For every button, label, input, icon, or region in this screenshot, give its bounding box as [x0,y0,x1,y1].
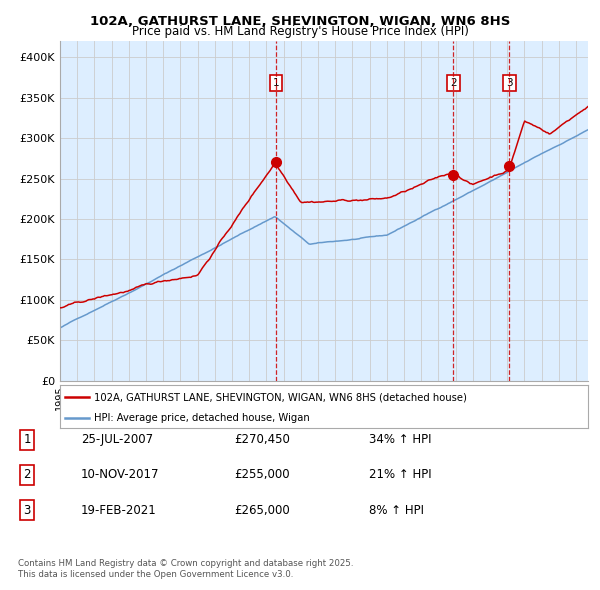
Text: Price paid vs. HM Land Registry's House Price Index (HPI): Price paid vs. HM Land Registry's House … [131,25,469,38]
Text: £265,000: £265,000 [234,504,290,517]
Text: 8% ↑ HPI: 8% ↑ HPI [369,504,424,517]
Text: 1: 1 [273,78,280,88]
Text: £270,450: £270,450 [234,433,290,446]
Text: 3: 3 [506,78,513,88]
Text: 10-NOV-2017: 10-NOV-2017 [81,468,160,481]
Text: 1: 1 [23,433,31,446]
Text: 2: 2 [23,468,31,481]
Text: Contains HM Land Registry data © Crown copyright and database right 2025.: Contains HM Land Registry data © Crown c… [18,559,353,568]
Text: 102A, GATHURST LANE, SHEVINGTON, WIGAN, WN6 8HS: 102A, GATHURST LANE, SHEVINGTON, WIGAN, … [90,15,510,28]
Text: HPI: Average price, detached house, Wigan: HPI: Average price, detached house, Wiga… [94,414,310,424]
Text: 25-JUL-2007: 25-JUL-2007 [81,433,153,446]
Text: This data is licensed under the Open Government Licence v3.0.: This data is licensed under the Open Gov… [18,571,293,579]
Text: 21% ↑ HPI: 21% ↑ HPI [369,468,431,481]
Text: 3: 3 [23,504,31,517]
Text: 34% ↑ HPI: 34% ↑ HPI [369,433,431,446]
Text: 19-FEB-2021: 19-FEB-2021 [81,504,157,517]
Text: £255,000: £255,000 [234,468,290,481]
Text: 102A, GATHURST LANE, SHEVINGTON, WIGAN, WN6 8HS (detached house): 102A, GATHURST LANE, SHEVINGTON, WIGAN, … [94,392,467,402]
Text: 2: 2 [450,78,457,88]
